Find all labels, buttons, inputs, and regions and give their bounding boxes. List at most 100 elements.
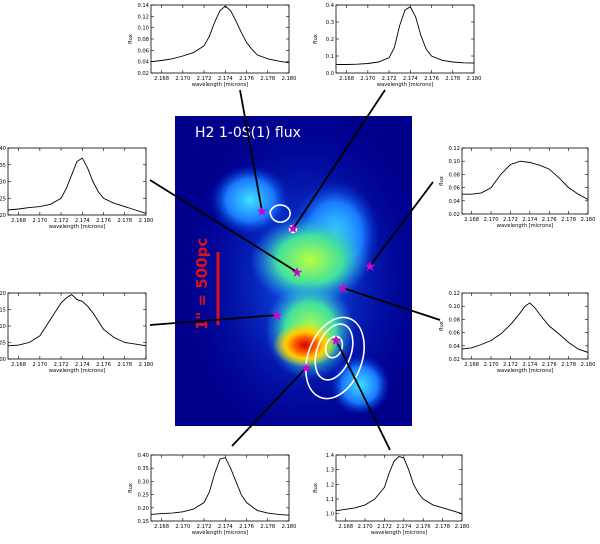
x-tick-label: 2.170: [484, 217, 499, 223]
y-tick-label: 0.08: [137, 37, 149, 43]
plot-frame: [7, 292, 147, 360]
marker-star: ★: [364, 259, 377, 275]
spectrum-line: [336, 455, 462, 515]
y-tick-label: 0.4: [326, 3, 335, 9]
x-tick-label: 2.178: [445, 76, 460, 82]
x-tick-label: 2.178: [117, 218, 132, 224]
y-tick-label: 0.15: [0, 308, 6, 314]
spectrum-panel-mid-right-upper: 2.168 2.170 2.172 2.174 2.176 2.178 2.180 0.02 0…: [439, 146, 595, 229]
spectrum-panels: 2.168 2.170 2.172 2.174 2.176 2.178 2.180 0.02 0…: [0, 3, 595, 536]
y-tick-label: 0.30: [0, 180, 6, 186]
scalebar-label: 1" = 500pc: [193, 238, 211, 330]
x-tick-label: 2.176: [542, 217, 557, 223]
marker-star: ★: [271, 308, 284, 324]
contour-middle: [314, 323, 354, 381]
marker-star: ★: [300, 361, 313, 377]
flux-map: [175, 116, 412, 426]
y-axis-label: flux: [313, 34, 319, 44]
y-tick-label: 0.00: [0, 357, 6, 363]
x-tick-label: 2.180: [139, 362, 154, 368]
map-emission-tail: [330, 355, 390, 415]
y-tick-label: 1.2: [326, 482, 334, 488]
connector-bottom-left: [231, 367, 307, 447]
y-tick-label: 0.30: [137, 479, 149, 485]
x-axis-label: wavelength [microns]: [377, 82, 433, 88]
connector-bottom-right: [335, 339, 391, 451]
x-tick-label: 2.176: [96, 362, 111, 368]
y-tick-label: 0.20: [137, 506, 149, 512]
x-tick-label: 2.178: [435, 524, 450, 530]
y-tick-label: 0.14: [137, 3, 149, 9]
spectrum-line: [8, 294, 146, 347]
scalebar: 1" = 500pc: [193, 238, 220, 330]
y-tick-label: 0.06: [448, 186, 460, 192]
connector-mid-left-lower: [149, 314, 278, 326]
connector-mid-right-upper: [369, 181, 434, 267]
y-tick-label: 0.12: [137, 14, 149, 20]
x-tick-label: 2.174: [396, 524, 412, 530]
y-tick-label: 1.1: [326, 497, 334, 503]
x-axis-label: wavelength [microns]: [497, 223, 553, 229]
y-tick-label: 0.05: [0, 341, 6, 347]
x-tick-label: 2.180: [455, 524, 470, 530]
connector-mid-left-upper: [149, 179, 298, 273]
map-emission-core: [273, 323, 337, 367]
x-tick-label: 2.174: [75, 218, 91, 224]
x-tick-label: 2.168: [338, 524, 353, 530]
y-tick-label: 0.06: [137, 48, 149, 54]
connector-mid-right-lower: [342, 287, 441, 321]
x-tick-label: 2.168: [11, 218, 26, 224]
spectrum-line: [462, 160, 588, 200]
x-tick-label: 2.170: [175, 524, 190, 530]
x-tick-label: 2.168: [464, 217, 479, 223]
x-tick-label: 2.172: [197, 76, 212, 82]
x-axis-label: wavelength [microns]: [192, 82, 248, 88]
x-tick-label: 2.170: [32, 218, 47, 224]
y-axis-label: flux: [313, 483, 319, 493]
x-tick-label: 2.178: [260, 524, 275, 530]
connector-top-right: [292, 89, 386, 230]
x-tick-label: 2.170: [32, 362, 47, 368]
x-tick-label: 2.176: [96, 218, 111, 224]
plot-frame: [461, 292, 589, 360]
marker-star: ★: [291, 265, 304, 281]
spectrum-line: [151, 457, 289, 516]
y-tick-label: 0.10: [137, 26, 149, 32]
map-emission-north: [210, 165, 290, 235]
y-tick-label: 0.35: [137, 466, 149, 472]
y-axis-label: flux: [439, 176, 445, 186]
x-axis-label: wavelength [microns]: [49, 224, 105, 230]
x-axis-label: wavelength [microns]: [371, 530, 427, 536]
contour-north: [269, 204, 291, 223]
marker-star: ★: [287, 221, 300, 237]
y-tick-label: 0.08: [448, 317, 460, 323]
y-tick-label: 0.40: [0, 146, 6, 152]
spectrum-line: [8, 157, 146, 214]
x-tick-label: 2.176: [542, 362, 557, 368]
y-tick-label: 1.4: [326, 453, 335, 459]
x-tick-label: 2.168: [11, 362, 26, 368]
plot-frame: [7, 147, 147, 216]
spectrum-panel-mid-left-upper: 2.168 2.170 2.172 2.174 2.176 2.178 2.180 0.20 0…: [0, 146, 153, 230]
y-tick-label: 1.0: [326, 512, 334, 518]
x-tick-label: 2.168: [464, 362, 479, 368]
x-tick-label: 2.172: [382, 76, 397, 82]
plot-frame: [461, 147, 589, 215]
x-tick-label: 2.172: [503, 362, 518, 368]
y-tick-label: 0.02: [448, 212, 460, 218]
x-tick-label: 2.172: [54, 362, 69, 368]
y-tick-label: 0.12: [448, 146, 460, 152]
x-tick-label: 2.172: [503, 217, 518, 223]
x-tick-label: 2.176: [424, 76, 439, 82]
plot-frame: [150, 4, 290, 74]
connector-lines: [149, 89, 441, 451]
x-axis-label: wavelength [microns]: [192, 530, 248, 536]
spectrum-panel-mid-left-lower: 2.168 2.170 2.172 2.174 2.176 2.178 2.180 0.00 0…: [0, 291, 153, 374]
spectrum-panel-bottom-right: 2.168 2.170 2.172 2.174 2.176 2.178 2.180 1.0 1.…: [313, 453, 469, 536]
x-tick-label: 2.168: [154, 76, 169, 82]
y-tick-label: 0.02: [448, 357, 460, 363]
x-axis-label: wavelength [microns]: [49, 368, 105, 374]
spectrum-line: [151, 5, 289, 64]
contour-lines: [269, 204, 365, 400]
y-tick-label: 0.04: [448, 344, 460, 350]
